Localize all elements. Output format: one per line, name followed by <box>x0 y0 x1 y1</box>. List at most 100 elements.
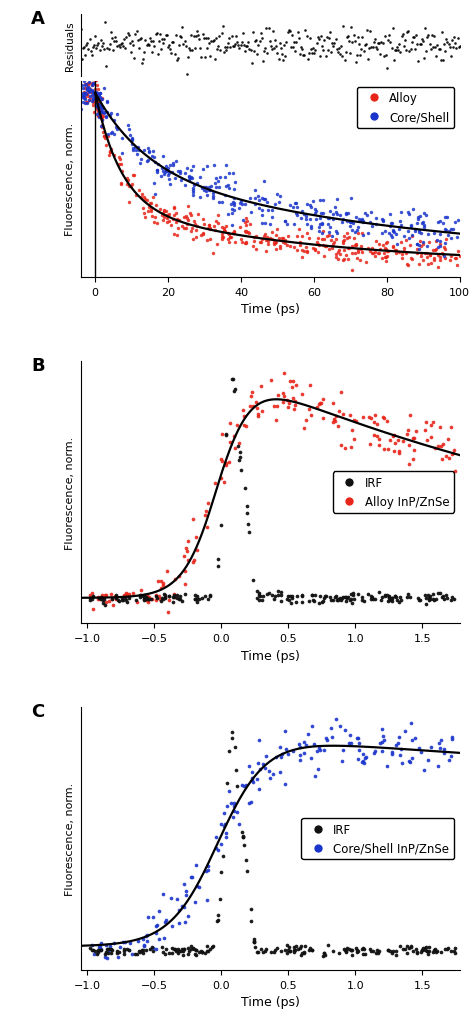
Point <box>162 28 169 44</box>
Point <box>394 735 402 751</box>
Point <box>164 168 172 184</box>
Point <box>95 87 103 103</box>
Point <box>311 242 319 258</box>
Point <box>423 250 430 266</box>
Point <box>89 91 97 107</box>
Point <box>90 38 98 54</box>
Point <box>272 234 280 251</box>
Point <box>424 946 431 962</box>
Point <box>174 213 182 229</box>
Point <box>180 899 188 915</box>
Point <box>138 55 146 71</box>
Point <box>258 404 266 420</box>
Point <box>177 943 185 959</box>
Point <box>277 749 284 765</box>
Point <box>450 30 458 46</box>
Point <box>95 944 102 960</box>
Point <box>172 571 179 587</box>
Point <box>163 28 171 44</box>
Point <box>348 947 356 963</box>
Point <box>144 193 151 209</box>
Point <box>190 184 197 201</box>
Point <box>352 941 360 957</box>
Point <box>107 945 115 961</box>
Point <box>187 208 194 224</box>
Point <box>267 944 275 960</box>
Point <box>262 941 270 957</box>
Point <box>231 234 239 251</box>
Point <box>101 588 109 604</box>
Point <box>440 249 447 265</box>
Point <box>426 591 433 607</box>
Point <box>440 746 447 762</box>
Point <box>97 105 105 121</box>
Point <box>189 941 197 957</box>
Point <box>435 42 442 58</box>
Point <box>193 176 201 193</box>
Point <box>456 249 464 265</box>
Point <box>367 205 375 221</box>
Point <box>102 587 110 603</box>
Point <box>255 733 263 749</box>
Point <box>373 233 380 250</box>
Point <box>202 863 210 879</box>
Point <box>120 941 128 957</box>
Point <box>148 208 156 224</box>
Point <box>191 591 199 607</box>
Point <box>308 587 315 603</box>
Point <box>255 407 262 423</box>
Point <box>258 208 265 224</box>
Point <box>161 929 168 946</box>
Point <box>140 592 148 608</box>
Point <box>223 798 230 814</box>
Point <box>254 409 262 425</box>
Point <box>93 99 101 115</box>
Point <box>253 771 261 788</box>
Point <box>230 196 238 212</box>
Point <box>417 37 424 53</box>
Point <box>377 592 384 608</box>
Point <box>337 39 345 55</box>
Point <box>319 43 327 59</box>
Point <box>421 246 429 262</box>
Point <box>174 163 182 179</box>
Point <box>233 35 241 51</box>
Point <box>411 222 419 238</box>
Point <box>102 138 110 154</box>
Point <box>144 590 151 606</box>
Point <box>398 29 405 45</box>
Point <box>348 246 356 262</box>
Point <box>141 936 148 953</box>
Point <box>271 235 279 252</box>
Point <box>255 193 263 209</box>
Point <box>274 587 282 603</box>
Point <box>265 586 273 602</box>
Point <box>262 748 270 764</box>
Point <box>397 234 405 251</box>
Point <box>81 47 89 63</box>
Point <box>167 890 175 906</box>
Point <box>132 26 139 43</box>
Point <box>189 512 196 528</box>
Point <box>128 946 136 962</box>
Point <box>80 86 88 102</box>
Point <box>423 944 430 960</box>
Point <box>179 944 187 960</box>
Point <box>148 149 156 165</box>
Point <box>379 237 387 254</box>
Point <box>95 104 102 120</box>
Point <box>439 247 447 263</box>
Point <box>78 90 85 106</box>
Point <box>229 165 237 181</box>
Point <box>103 105 110 121</box>
Point <box>87 62 94 78</box>
Point <box>261 215 269 231</box>
Point <box>315 761 322 777</box>
X-axis label: Time (ps): Time (ps) <box>241 649 300 662</box>
Point <box>91 90 99 106</box>
Point <box>381 410 388 426</box>
Point <box>387 592 394 608</box>
Point <box>113 945 120 961</box>
Point <box>111 31 119 47</box>
Point <box>237 232 245 249</box>
